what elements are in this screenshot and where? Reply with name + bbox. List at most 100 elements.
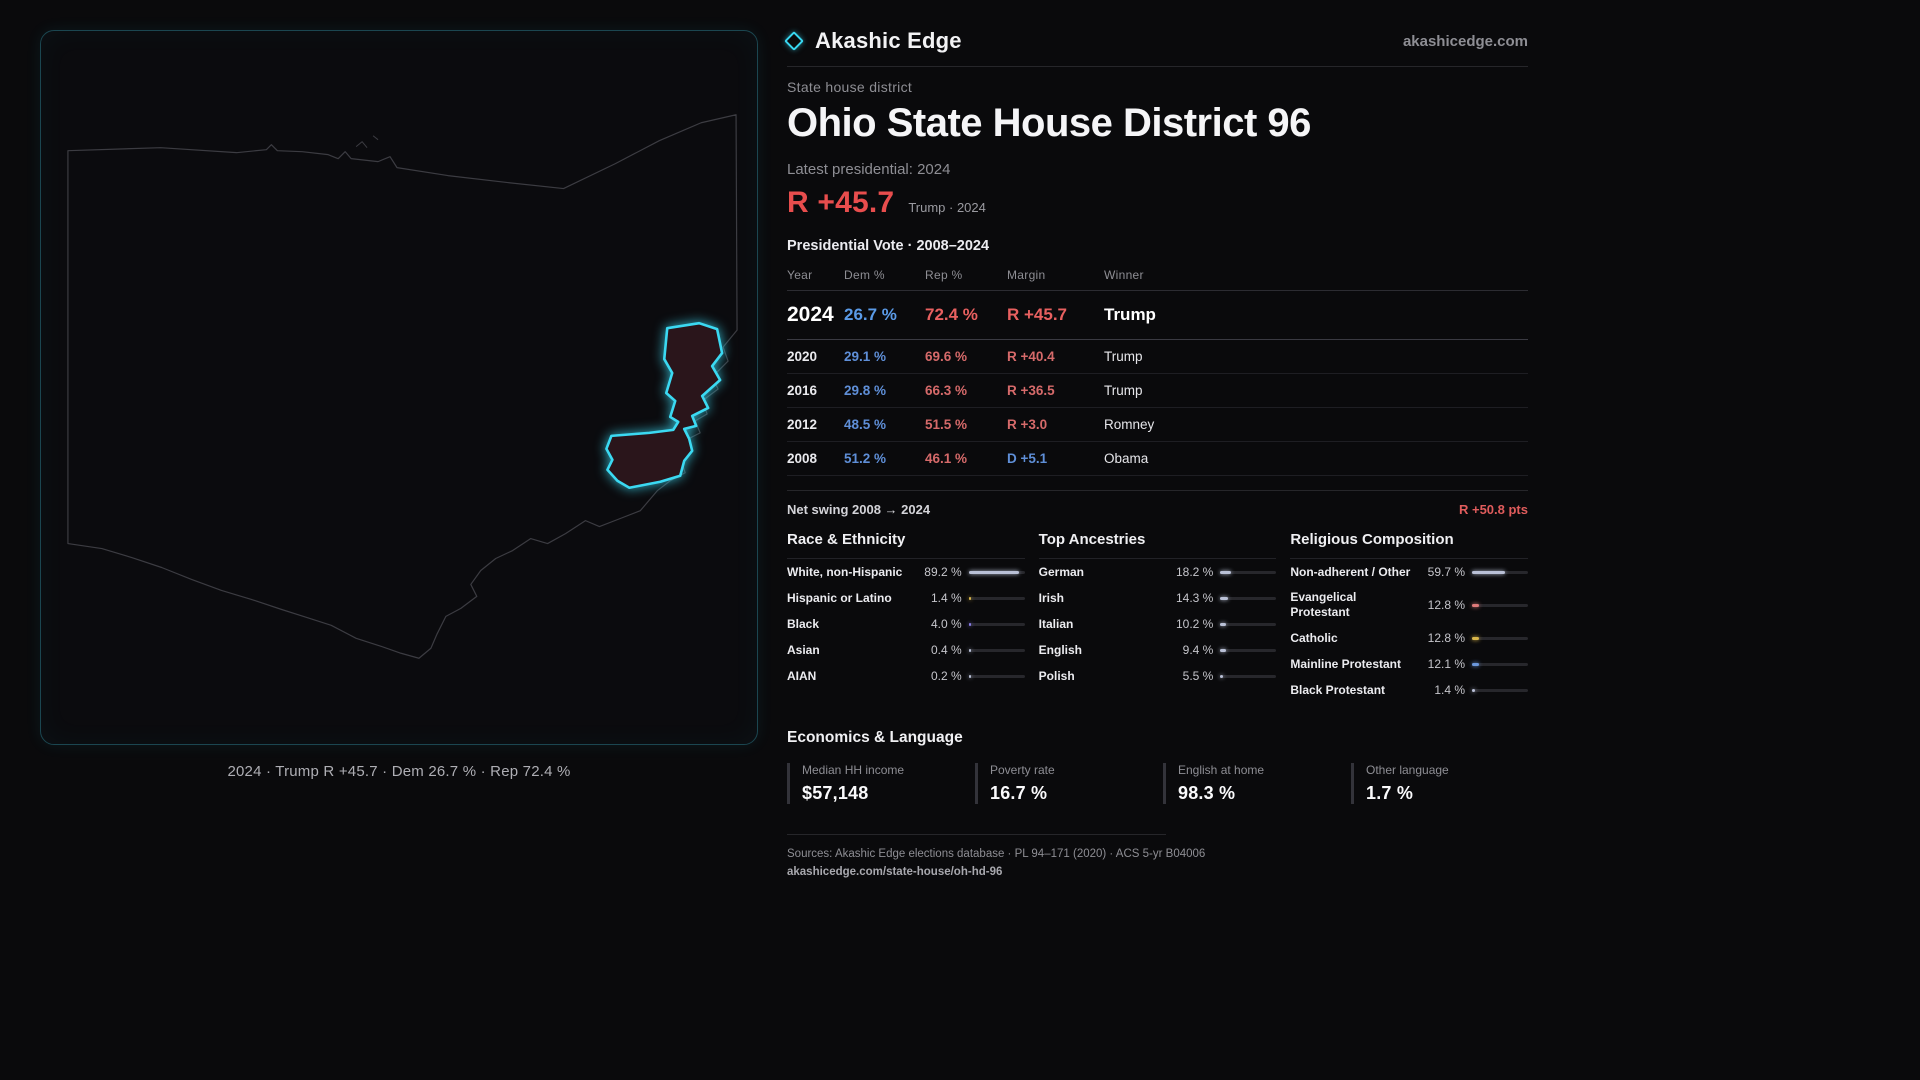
stat-label: Median HH income (802, 763, 905, 777)
vote-table-header: Year Dem % Rep % Margin Winner (787, 262, 1528, 291)
demo-row: Evangelical Protestant 12.8 % (1290, 585, 1528, 625)
margin-cell: R +45.7 (1007, 290, 1104, 340)
demo-value: 12.1 % (1427, 657, 1465, 671)
demo-bar-fill (1220, 674, 1224, 678)
margin-cell: D +5.1 (1007, 441, 1104, 476)
demo-row: Italian 10.2 % (1039, 611, 1277, 637)
rep-cell: 69.6 % (925, 339, 1007, 374)
info-panel: Akashic Edge akashicedge.com State house… (784, 0, 1528, 878)
stat-block: Poverty rate 16.7 % (975, 763, 1149, 804)
lake-erie-islands (355, 135, 379, 148)
demo-row: Asian 0.4 % (787, 637, 1025, 663)
demo-value: 18.2 % (1175, 565, 1214, 579)
year-cell: 2012 (787, 407, 844, 442)
demo-value: 59.7 % (1427, 565, 1465, 579)
sources-line: Sources: Akashic Edge elections database… (787, 848, 1206, 860)
stat-value: 16.7 % (990, 783, 1048, 803)
page-title: Ohio State House District 96 (787, 101, 1311, 145)
demo-row: AIAN 0.2 % (787, 663, 1025, 689)
col-dem: Dem % (844, 262, 925, 291)
ohio-map (67, 114, 738, 659)
stat-value: 1.7 % (1366, 783, 1414, 803)
year-cell: 2020 (787, 339, 844, 374)
economics-stats: Median HH income $57,148 Poverty rate 16.7 … (787, 763, 1528, 804)
headline-margin-sub: Trump · 2024 (908, 200, 986, 215)
demo-column-title: Race & Ethnicity (787, 531, 1025, 559)
vote-row-2008: 2008 51.2 % 46.1 % D +5.1 Obama (787, 441, 1528, 476)
demo-value: 9.4 % (1182, 643, 1214, 657)
footer-divider (787, 834, 1166, 835)
demo-label: German (1038, 564, 1085, 579)
district-map-panel (40, 30, 758, 745)
winner-cell: Trump (1104, 339, 1528, 374)
headline-margin: R +45.7 Trump · 2024 (787, 186, 1528, 220)
demo-bar-fill (968, 648, 972, 652)
demo-bar-fill (1472, 603, 1480, 607)
demo-bar (1220, 674, 1277, 678)
demo-label: Hispanic or Latino (787, 590, 892, 605)
demo-row: Polish 5.5 % (1039, 663, 1277, 689)
district-kicker: State house district (787, 79, 913, 95)
year-cell: 2008 (787, 441, 844, 476)
vote-row-2024: 2024 26.7 % 72.4 % R +45.7 Trump (787, 290, 1528, 340)
permalink[interactable]: akashicedge.com/state-house/oh-hd-96 (787, 866, 1003, 878)
demo-column: Top Ancestries German 18.2 % Irish 14.3 % Ita… (1038, 531, 1277, 703)
dem-cell: 29.1 % (844, 339, 925, 374)
demo-label: English (1038, 642, 1082, 657)
headline-margin-value: R +45.7 (787, 186, 895, 219)
district-96-shape[interactable] (605, 321, 724, 490)
stat-value: 98.3 % (1178, 783, 1236, 803)
demo-bar (1220, 596, 1277, 600)
col-winner: Winner (1104, 262, 1528, 291)
map-section: 2024 · Trump R +45.7 · Dem 26.7 % · Rep … (40, 30, 758, 780)
demo-value: 14.3 % (1175, 591, 1214, 605)
brand-diamond-icon (784, 31, 804, 51)
demo-column: Race & Ethnicity White, non-Hispanic 89.2 … (787, 531, 1025, 703)
demo-bar-fill (1472, 688, 1475, 692)
demo-label: Polish (1038, 668, 1075, 683)
demo-bar-fill (1472, 636, 1480, 640)
demo-row: Irish 14.3 % (1039, 585, 1277, 611)
demo-bar (968, 622, 1025, 626)
vote-row-2012: 2012 48.5 % 51.5 % R +3.0 Romney (787, 407, 1528, 442)
map-caption: 2024 · Trump R +45.7 · Dem 26.7 % · Rep … (227, 763, 571, 780)
net-swing-row: Net swing 2008 → 2024 R +50.8 pts (787, 502, 1528, 517)
demo-bar (1220, 622, 1277, 626)
stat-block: English at home 98.3 % (1163, 763, 1337, 804)
vote-table: Year Dem % Rep % Margin Winner 2024 26.7 … (787, 262, 1528, 476)
demo-label: AIAN (787, 668, 817, 683)
demo-bar-fill (968, 622, 972, 626)
demo-label: Black (787, 616, 820, 631)
demo-bar (968, 648, 1025, 652)
demo-bar (968, 596, 1025, 600)
demo-bar-fill (1472, 570, 1506, 574)
col-year: Year (787, 262, 844, 291)
brand-name: Akashic Edge (815, 28, 962, 53)
demo-bar (968, 570, 1025, 574)
demo-bar-fill (1220, 622, 1227, 626)
site-link[interactable]: akashicedge.com (1402, 32, 1528, 50)
margin-cell: R +36.5 (1007, 373, 1104, 408)
demo-label: Asian (787, 642, 820, 657)
demo-value: 1.4 % (930, 591, 962, 605)
dem-cell: 48.5 % (844, 407, 925, 442)
demo-bar-fill (968, 596, 972, 600)
net-swing-label: Net swing 2008 → 2024 (787, 502, 931, 517)
demo-value: 10.2 % (1175, 617, 1214, 631)
stat-block: Other language 1.7 % (1351, 763, 1525, 804)
demo-value: 12.8 % (1427, 631, 1465, 645)
demo-bar-fill (1220, 648, 1226, 652)
demo-column: Religious Composition Non-adherent / Othe… (1290, 531, 1528, 703)
demo-bar-fill (1220, 570, 1231, 574)
demo-row: Catholic 12.8 % (1290, 625, 1528, 651)
demo-label: Irish (1038, 590, 1064, 605)
demo-label: Non-adherent / Other (1290, 564, 1411, 579)
header: Akashic Edge akashicedge.com (784, 0, 1528, 67)
demo-row: Non-adherent / Other 59.7 % (1290, 559, 1528, 585)
vote-row-2020: 2020 29.1 % 69.6 % R +40.4 Trump (787, 339, 1528, 374)
vote-table-body: 2024 26.7 % 72.4 % R +45.7 Trump 2020 29.1 % 69… (787, 290, 1528, 476)
demo-bar (1472, 662, 1528, 666)
col-margin: Margin (1007, 262, 1104, 291)
latest-presidential-label: Latest presidential: 2024 (787, 161, 951, 178)
